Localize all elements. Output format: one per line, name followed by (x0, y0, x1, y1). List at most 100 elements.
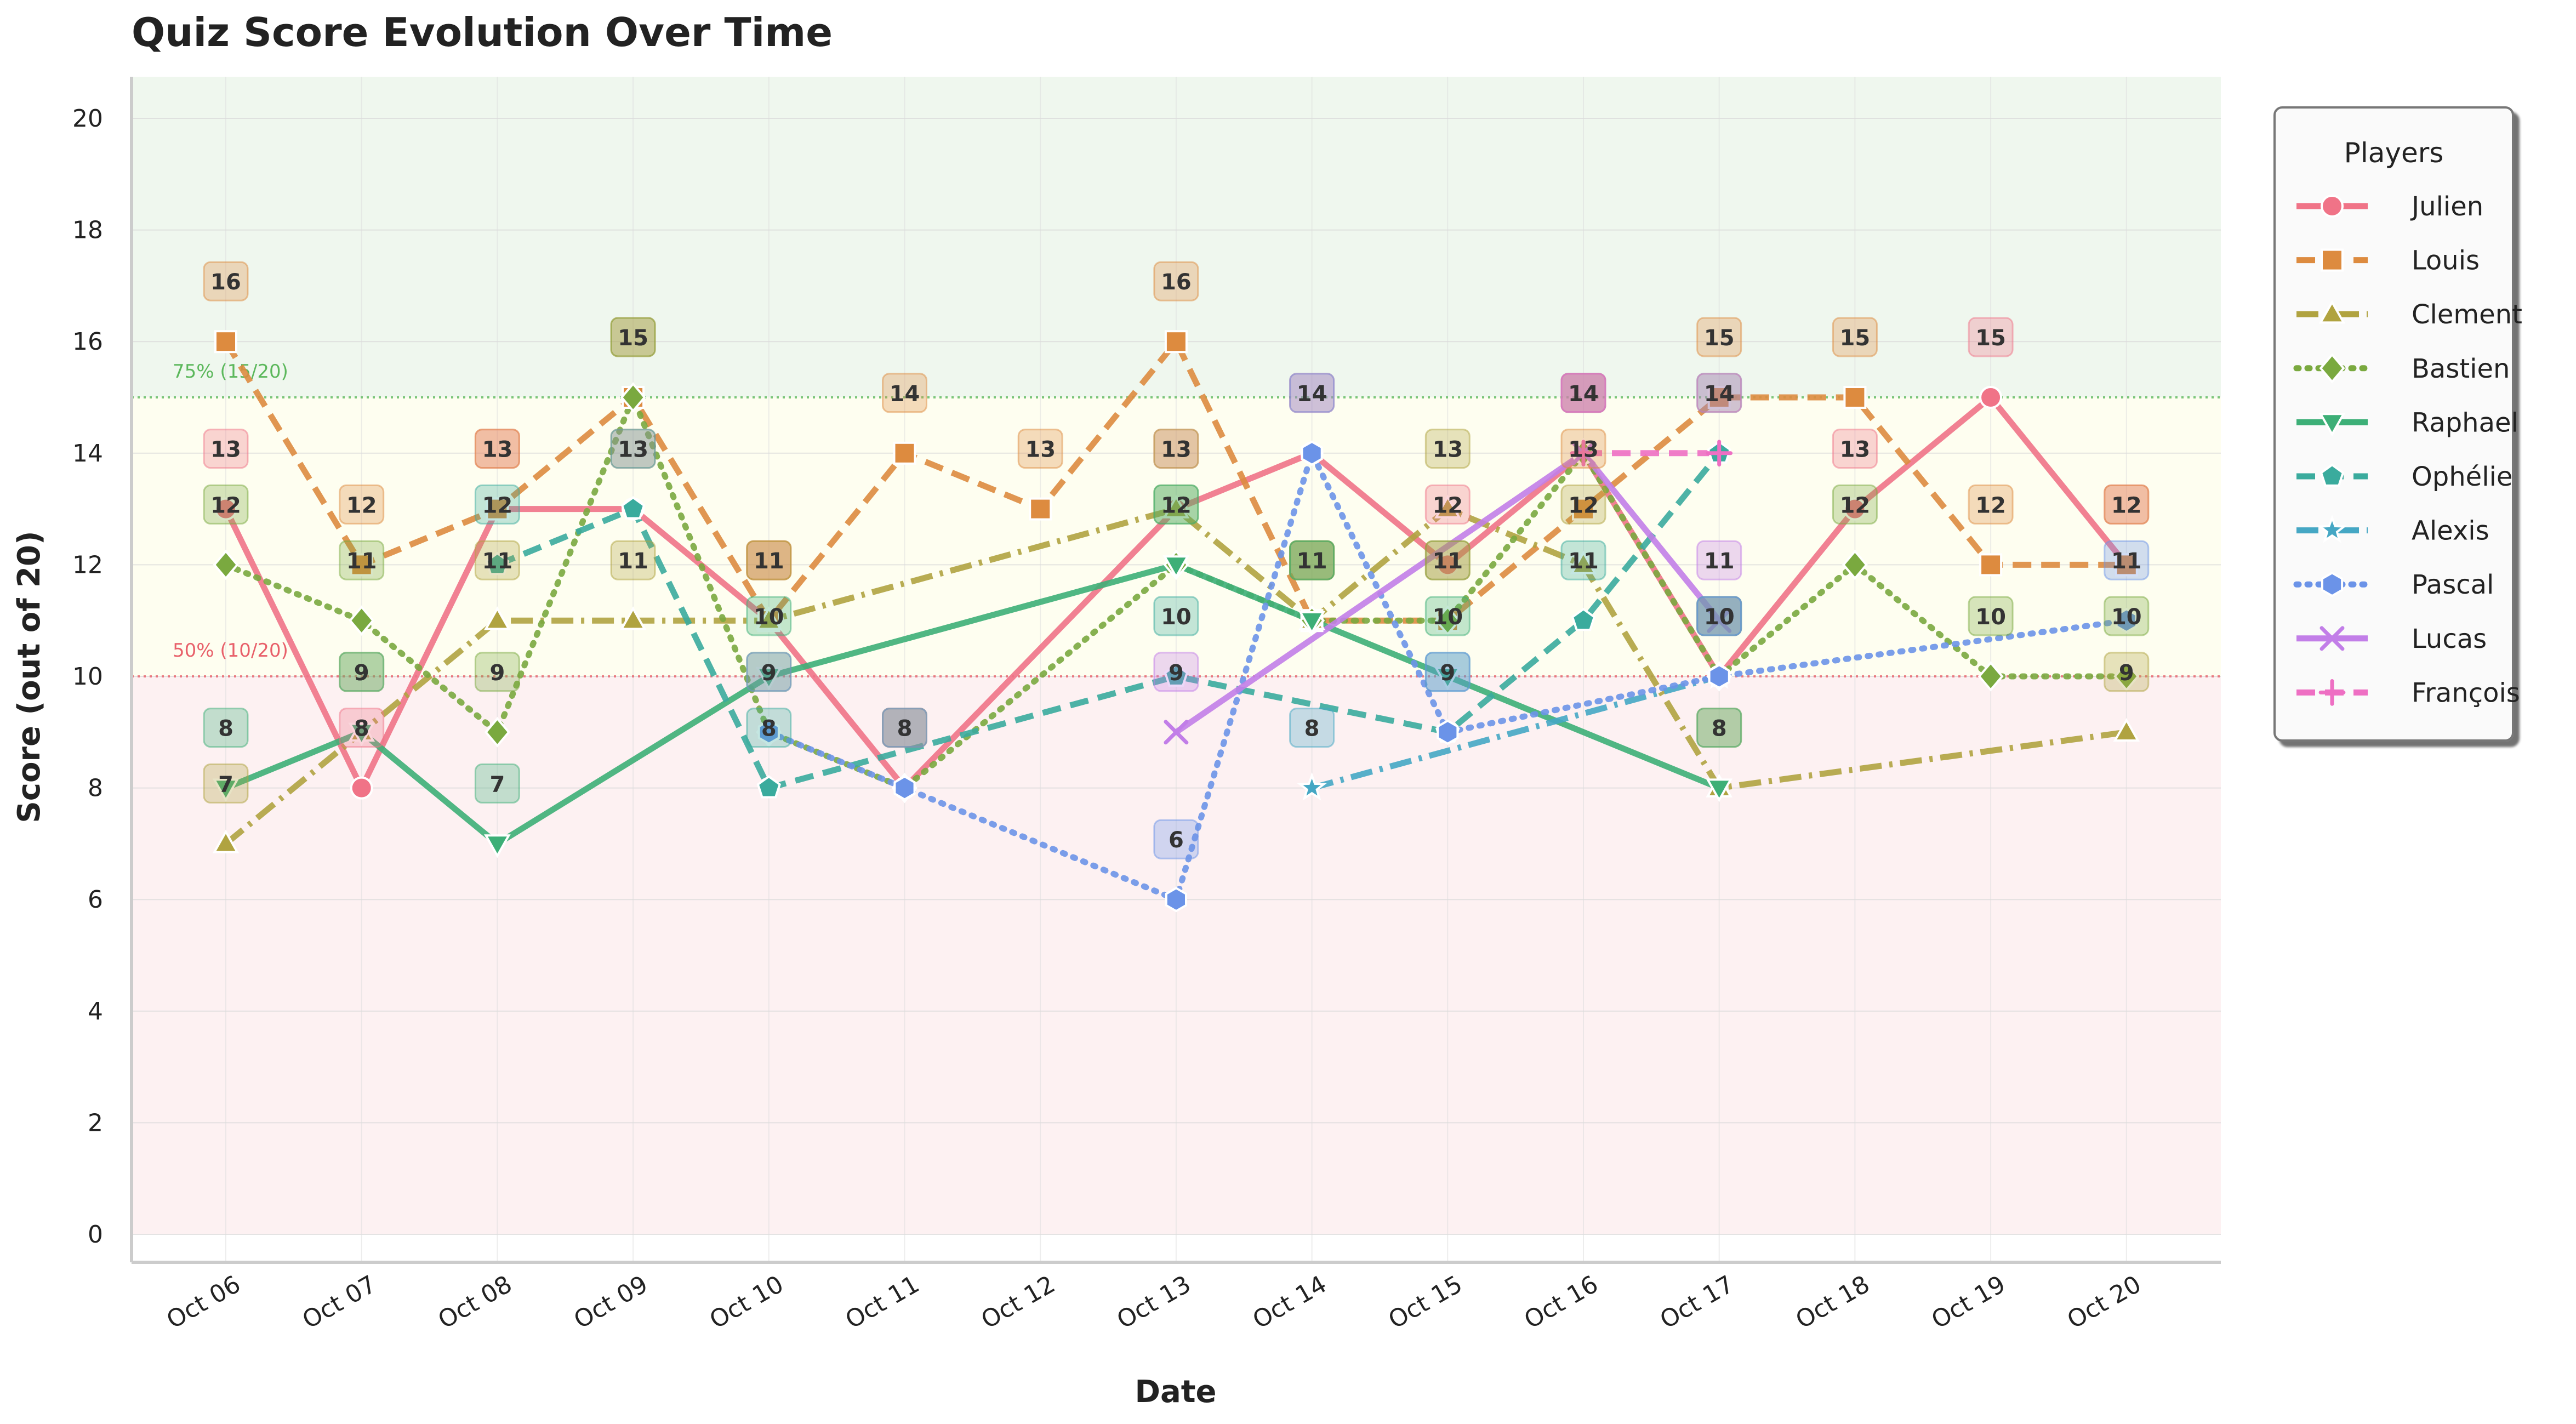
data-point-louis (1843, 386, 1867, 409)
data-label-box (1560, 540, 1606, 580)
legend-marker-louis (2321, 248, 2344, 272)
data-label-box (474, 429, 520, 469)
data-point-louis (1029, 497, 1052, 521)
x-tick-label: Oct 20 (2062, 1270, 2146, 1334)
data-point-ophelie (620, 496, 646, 520)
data-label-box (1289, 373, 1335, 413)
data-label-louis: 13 (1568, 437, 1599, 463)
data-label-ophelie: 12 (482, 493, 513, 518)
data-point-francois (1706, 440, 1733, 467)
data-label-box (610, 540, 656, 580)
data-label-julien: 13 (618, 437, 648, 463)
data-label-box (1153, 429, 1199, 469)
y-tick-label: 2 (88, 1109, 103, 1137)
data-label-pascal: 6 (1169, 828, 1184, 853)
data-label-julien: 12 (2111, 493, 2142, 518)
data-label-lucas: 9 (1169, 660, 1184, 686)
legend-label-pascal: Pascal (2412, 569, 2494, 600)
data-point-clement (212, 829, 240, 853)
data-label-bastien: 12 (210, 493, 241, 518)
data-label-box (1560, 484, 1606, 525)
data-point-clement (2113, 717, 2140, 742)
x-tick-label: Oct 12 (977, 1270, 1060, 1334)
x-tick-label: Oct 11 (841, 1270, 924, 1334)
data-label-box (203, 429, 249, 469)
legend-label-clement: Clement (2412, 299, 2522, 330)
data-labels: 13 8 13 13 11 8 13 14 12 14 10 13 15 12 16 12 13 15 11 14 13… (203, 261, 2150, 859)
data-label-raphael: 8 (1712, 716, 1727, 742)
data-point-louis (1164, 330, 1188, 354)
data-label-alexis: 8 (1304, 716, 1320, 742)
data-label-ophelie: 10 (1161, 605, 1192, 630)
data-point-louis (350, 553, 373, 577)
x-tick-label: Oct 10 (705, 1270, 788, 1334)
data-label-box (746, 708, 792, 748)
legend-label-ophelie: Ophélie (2412, 462, 2512, 492)
data-label-box (1153, 652, 1199, 692)
data-point-louis (1979, 553, 2003, 577)
data-label-bastien: 10 (1704, 605, 1735, 630)
data-point-pascal (1301, 440, 1323, 466)
data-label-ophelie: 14 (1704, 381, 1735, 407)
series-line-louis (223, 338, 2127, 624)
x-tick-label: Oct 14 (1248, 1270, 1331, 1334)
data-point-ophelie (1571, 607, 1596, 631)
data-label-raphael: 7 (489, 772, 505, 797)
data-point-pascal (1437, 719, 1459, 745)
legend-label-alexis: Alexis (2412, 516, 2489, 546)
legend-label-lucas: Lucas (2412, 624, 2487, 654)
legend-title: Players (2344, 137, 2444, 169)
data-label-pascal: 10 (1704, 605, 1735, 630)
data-point-bastien (620, 382, 646, 413)
data-label-pascal: 11 (2111, 549, 2142, 574)
y-tick-label: 14 (72, 440, 103, 468)
data-label-clement: 9 (354, 660, 369, 686)
data-label-julien: 15 (1975, 326, 2006, 351)
data-point-louis (893, 441, 916, 465)
data-point-clement (1570, 550, 1597, 574)
legend-marker-bastien (2319, 353, 2345, 384)
data-label-box (882, 708, 927, 748)
data-label-box (339, 652, 385, 692)
data-label-box (474, 763, 520, 804)
data-point-julien (1843, 497, 1867, 521)
data-label-box (1696, 596, 1742, 636)
data-label-box (610, 317, 656, 357)
data-label-bastien: 9 (761, 660, 777, 686)
data-point-bastien (349, 605, 375, 636)
y-axis-title: Score (out of 20) (12, 531, 47, 823)
data-label-clement: 11 (754, 549, 784, 574)
data-point-alexis (1297, 772, 1327, 801)
data-point-pascal (1165, 886, 1187, 913)
legend-marker-ophelie (2319, 463, 2345, 487)
data-label-box (1153, 484, 1199, 525)
legend-marker-clement (2318, 300, 2346, 324)
data-label-box (339, 708, 385, 748)
data-label-box (746, 652, 792, 692)
data-point-clement (1434, 494, 1461, 519)
data-point-julien (214, 497, 237, 521)
x-tick-label: Oct 16 (1520, 1270, 1603, 1334)
data-point-bastien (1977, 661, 2004, 692)
legend-marker-julien (2321, 195, 2344, 218)
reference-line-label: 75% (15/20) (173, 361, 288, 383)
data-label-louis: 12 (1975, 493, 2006, 518)
data-label-box (1560, 373, 1606, 413)
data-label-pascal: 14 (1297, 381, 1327, 407)
data-label-box (474, 484, 520, 525)
data-label-box (746, 596, 792, 636)
data-label-box (1696, 317, 1742, 357)
data-point-raphael (1298, 611, 1325, 635)
data-point-bastien (213, 549, 239, 580)
data-label-louis: 15 (618, 326, 648, 351)
legend-marker-pascal (2321, 571, 2344, 597)
data-label-raphael: 11 (1297, 549, 1327, 574)
data-label-pascal: 9 (1440, 660, 1455, 686)
x-tick-label: Oct 18 (1791, 1270, 1874, 1334)
data-label-clement: 11 (618, 549, 648, 574)
data-label-louis: 15 (1840, 326, 1871, 351)
data-label-box (1289, 540, 1335, 580)
data-label-box (2104, 652, 2150, 692)
data-label-julien: 8 (897, 716, 913, 742)
